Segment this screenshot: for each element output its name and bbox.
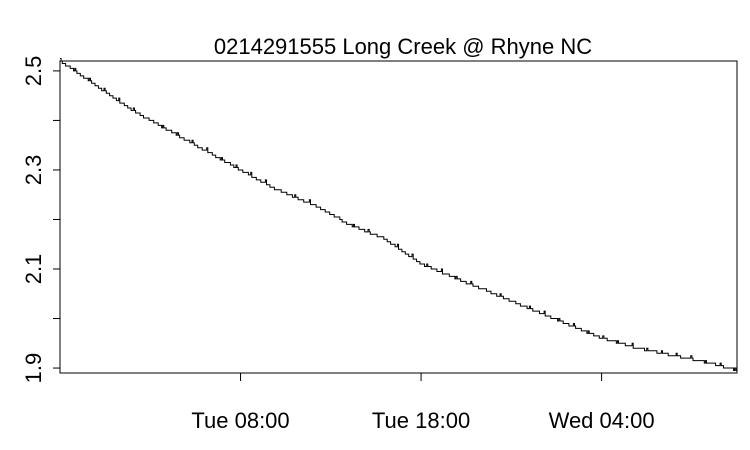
y-tick-label: 2.3 [21, 155, 46, 186]
plot-frame [59, 60, 738, 374]
x-tick-label: Tue 08:00 [191, 408, 289, 433]
series-line [60, 58, 737, 371]
y-axis: 1.9 2.1 2.3 2.5 [21, 56, 61, 384]
x-tick-label: Tue 18:00 [372, 408, 470, 433]
x-tick-label: Wed 04:00 [549, 408, 655, 433]
y-tick-label: 2.1 [21, 254, 46, 285]
y-tick-label: 1.9 [21, 353, 46, 384]
chart-title: 0214291555 Long Creek @ Rhyne NC [214, 34, 592, 59]
x-axis: Tue 08:00 Tue 18:00 Wed 04:00 [191, 372, 655, 433]
y-tick-label: 2.5 [21, 56, 46, 87]
